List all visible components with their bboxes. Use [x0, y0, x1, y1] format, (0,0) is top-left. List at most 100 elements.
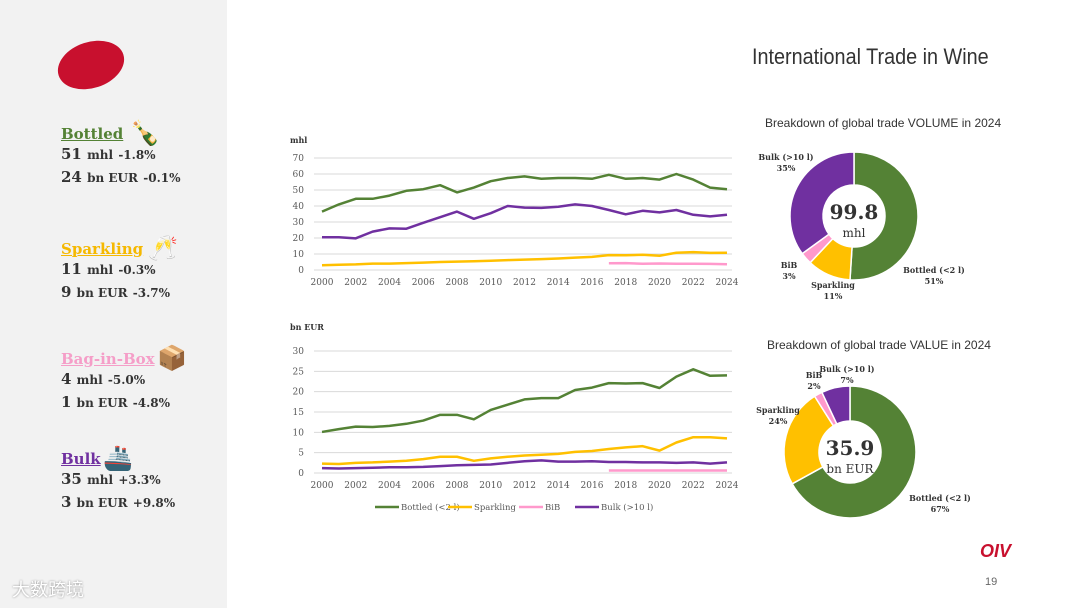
x-tick-label: 2002: [344, 481, 367, 491]
slice-percent: 35%: [777, 163, 796, 173]
volume-unit: mhl: [87, 148, 114, 162]
category-name: Bottled: [61, 125, 124, 143]
slice-label: Bulk (>10 l): [758, 152, 813, 162]
y-tick-label: 30: [293, 347, 305, 357]
y-tick-label: 25: [293, 367, 305, 377]
legend-label: Sparkling: [474, 503, 516, 513]
y-tick-label: 0: [298, 469, 304, 479]
x-tick-label: 2018: [614, 481, 637, 491]
slice-label: Bottled (<2 l): [903, 265, 965, 275]
slice-label: Bottled (<2 l): [909, 493, 971, 503]
volume-value: 11: [61, 260, 82, 278]
donut-slice: [791, 385, 917, 519]
series-line-bulk: [322, 203, 728, 240]
legend-label: Bottled (<2 l): [401, 502, 460, 513]
y-tick-label: 20: [293, 234, 305, 244]
donut-center-value: 99.8: [830, 200, 879, 224]
value-change: +9.8%: [132, 496, 176, 510]
category-name: Bag-in-Box: [61, 350, 155, 368]
series-line-bottled: [321, 368, 728, 434]
y-tick-label: 20: [293, 388, 305, 398]
x-tick-label: 2016: [581, 278, 604, 288]
x-tick-label: 2024: [716, 481, 739, 491]
volume-line: 51 mhl -1.8%: [61, 143, 181, 166]
volume-line: 35 mhl +3.3%: [61, 468, 175, 491]
value-unit: bn EUR: [76, 396, 128, 410]
x-tick-label: 2004: [378, 278, 401, 288]
y-axis-label: bn EUR: [290, 322, 324, 332]
series-line-bib: [608, 261, 728, 266]
category-sparkling: Sparkling 🥂 11 mhl -0.3% 9 bn EUR -3.7%: [61, 234, 178, 304]
value-unit: bn EUR: [76, 286, 128, 300]
series-line-sparkling: [321, 435, 728, 466]
volume-change: +3.3%: [118, 473, 161, 487]
y-tick-label: 0: [298, 266, 304, 276]
volume-change: -0.3%: [118, 263, 156, 277]
y-tick-label: 70: [293, 154, 305, 164]
category-name: Sparkling: [61, 240, 144, 258]
y-tick-label: 30: [293, 218, 305, 228]
value-line: 3 bn EUR +9.8%: [61, 491, 175, 514]
x-tick-label: 2004: [378, 481, 401, 491]
box-icon: 📦: [157, 344, 187, 372]
champagne-glasses-icon: 🥂: [148, 234, 178, 262]
volume-unit: mhl: [87, 473, 114, 487]
donut-center-unit: bn EUR: [826, 462, 874, 476]
slice-label: Sparkling: [811, 280, 855, 290]
slice-percent: 24%: [769, 416, 788, 426]
volume-value: 4: [61, 370, 72, 388]
ship-icon: 🚢: [103, 444, 133, 472]
value-unit: bn EUR: [76, 496, 128, 510]
slice-label: BiB: [781, 260, 798, 270]
value-value: 3: [61, 493, 72, 511]
series-line-bottled: [321, 172, 728, 213]
x-tick-label: 2018: [614, 278, 637, 288]
category-bag-in-box: Bag-in-Box 📦 4 mhl -5.0% 1 bn EUR -4.8%: [61, 344, 187, 414]
slice-percent: 67%: [931, 504, 950, 514]
volume-change: -1.8%: [118, 148, 156, 162]
y-axis-label: mhl: [290, 135, 307, 145]
watermark: 大数跨境: [12, 580, 84, 600]
category-bulk: Bulk 🚢 35 mhl +3.3% 3 bn EUR +9.8%: [61, 444, 175, 514]
sidebar: Bottled 🍾 51 mhl -1.8% 24 bn EUR -0.1% Sp…: [0, 0, 227, 608]
category-name: Bulk: [61, 450, 101, 468]
y-tick-label: 15: [293, 408, 305, 418]
legend-label: Bulk (>10 l): [601, 502, 653, 513]
page-title: International Trade in Wine: [752, 44, 989, 69]
x-tick-label: 2010: [479, 481, 502, 491]
x-tick-label: 2006: [412, 481, 435, 491]
volume-line: 11 mhl -0.3%: [61, 258, 170, 281]
donut-center-value: 35.9: [826, 436, 875, 460]
x-tick-label: 2014: [547, 481, 570, 491]
donut-slice: [789, 151, 855, 255]
page-number: 19: [985, 576, 998, 588]
x-tick-label: 2010: [479, 278, 502, 288]
x-tick-label: 2000: [311, 278, 334, 288]
x-tick-label: 2008: [446, 481, 469, 491]
value-line: 24 bn EUR -0.1%: [61, 166, 181, 189]
series-line-sparkling: [321, 250, 728, 267]
volume-value: 51: [61, 145, 82, 163]
value-change: -3.7%: [132, 286, 171, 300]
value-donut-title: Breakdown of global trade VALUE in 2024: [767, 338, 991, 352]
value-line: 1 bn EUR -4.8%: [61, 391, 170, 414]
legend-label: BiB: [545, 503, 560, 513]
x-tick-label: 2012: [513, 481, 536, 491]
x-tick-label: 2020: [648, 481, 671, 491]
value-value: 1: [61, 393, 72, 411]
y-tick-label: 60: [293, 170, 305, 180]
volume-donut-title: Breakdown of global trade VOLUME in 2024: [765, 116, 1002, 130]
bottle-icon: 🍾: [130, 119, 160, 147]
x-tick-label: 2022: [682, 481, 705, 491]
volume-change: -5.0%: [107, 373, 146, 387]
slice-percent: 7%: [840, 375, 854, 385]
y-tick-label: 10: [293, 428, 305, 438]
series-line-bulk: [321, 459, 728, 470]
volume-value: 35: [61, 470, 82, 488]
slice-percent: 11%: [824, 291, 843, 301]
value-change: -0.1%: [143, 171, 181, 185]
value-value: 24: [61, 168, 82, 186]
donut-slice: [820, 385, 851, 425]
value-line: 9 bn EUR -3.7%: [61, 281, 170, 304]
